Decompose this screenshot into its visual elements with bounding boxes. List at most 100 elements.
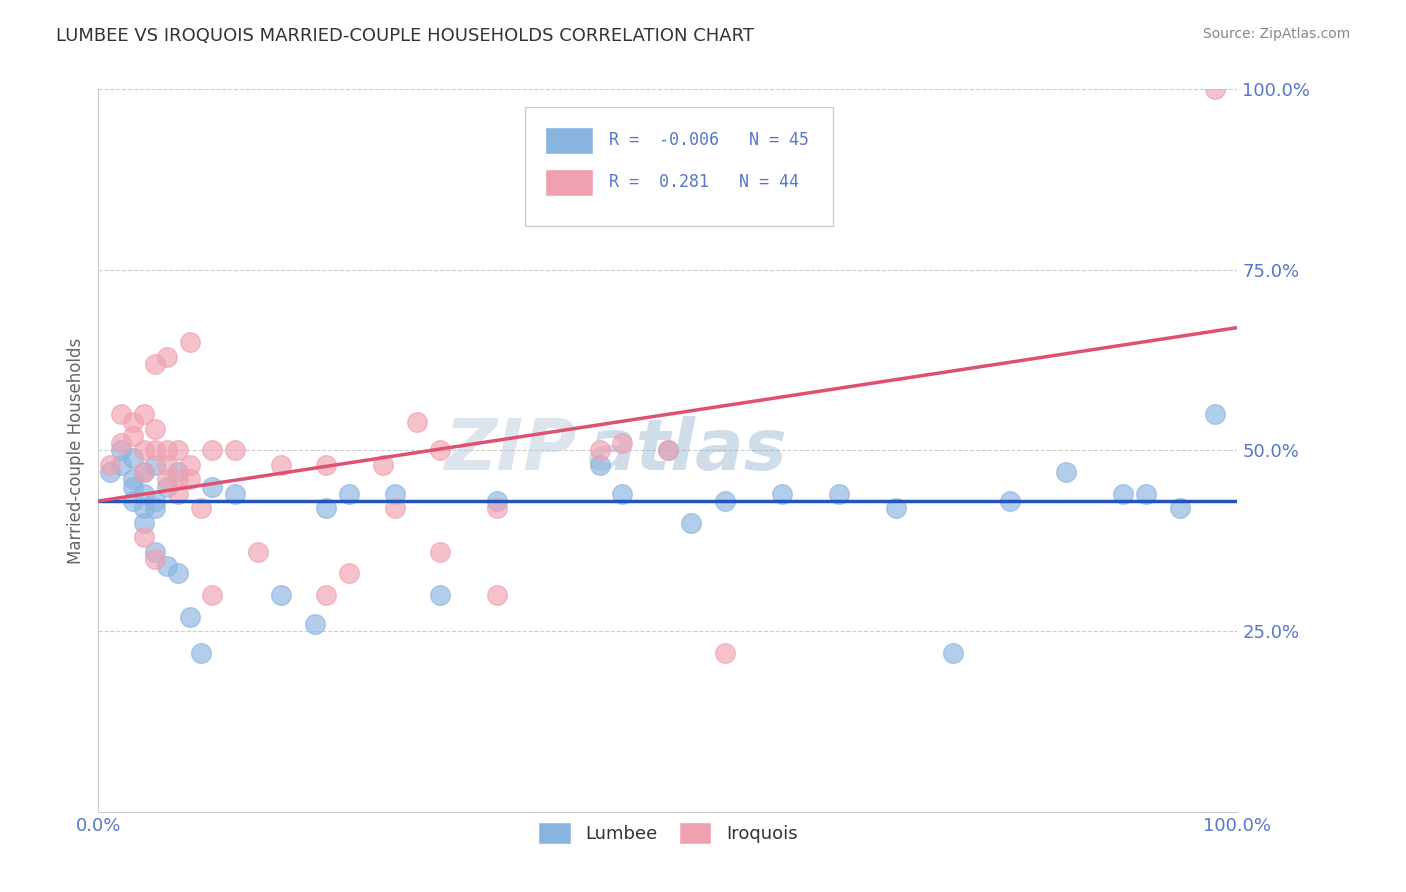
- Point: [145, 501, 167, 516]
- Bar: [546, 169, 593, 196]
- Point: [156, 472, 179, 486]
- Point: [588, 458, 610, 472]
- Point: [1135, 487, 1157, 501]
- Point: [1204, 407, 1226, 421]
- Point: [486, 501, 509, 516]
- Point: [429, 544, 451, 558]
- Point: [998, 494, 1021, 508]
- Legend: Lumbee, Iroquois: Lumbee, Iroquois: [529, 814, 807, 854]
- FancyBboxPatch shape: [526, 107, 832, 227]
- Point: [770, 487, 793, 501]
- Point: [270, 458, 292, 472]
- Point: [486, 494, 509, 508]
- Text: R =  0.281   N = 44: R = 0.281 N = 44: [609, 173, 799, 192]
- Point: [179, 334, 201, 349]
- Text: R =  -0.006   N = 45: R = -0.006 N = 45: [609, 131, 808, 150]
- Point: [679, 516, 702, 530]
- Text: atlas: atlas: [588, 416, 787, 485]
- Point: [121, 480, 143, 494]
- Point: [98, 458, 121, 472]
- Point: [270, 588, 292, 602]
- Point: [167, 465, 190, 479]
- Point: [145, 443, 167, 458]
- Text: LUMBEE VS IROQUOIS MARRIED-COUPLE HOUSEHOLDS CORRELATION CHART: LUMBEE VS IROQUOIS MARRIED-COUPLE HOUSEH…: [56, 27, 754, 45]
- Point: [942, 646, 965, 660]
- Point: [190, 646, 212, 660]
- Point: [145, 357, 167, 371]
- Point: [190, 501, 212, 516]
- Point: [167, 487, 190, 501]
- Point: [304, 616, 326, 631]
- Point: [167, 443, 190, 458]
- Point: [1112, 487, 1135, 501]
- Point: [110, 407, 132, 421]
- Point: [828, 487, 851, 501]
- Point: [657, 443, 679, 458]
- Point: [1054, 465, 1078, 479]
- Point: [588, 443, 610, 458]
- Point: [132, 487, 155, 501]
- Point: [406, 415, 429, 429]
- Point: [132, 465, 155, 479]
- Point: [132, 407, 155, 421]
- Point: [132, 443, 155, 458]
- Point: [98, 465, 121, 479]
- Point: [337, 566, 360, 581]
- Point: [884, 501, 907, 516]
- Point: [1170, 501, 1192, 516]
- Point: [612, 436, 634, 450]
- Point: [145, 551, 167, 566]
- Y-axis label: Married-couple Households: Married-couple Households: [66, 337, 84, 564]
- Point: [132, 501, 155, 516]
- Point: [315, 501, 337, 516]
- Point: [201, 443, 224, 458]
- Point: [337, 487, 360, 501]
- Point: [121, 415, 143, 429]
- Point: [657, 443, 679, 458]
- Point: [179, 609, 201, 624]
- Point: [246, 544, 269, 558]
- Point: [145, 458, 167, 472]
- Point: [612, 487, 634, 501]
- Text: Source: ZipAtlas.com: Source: ZipAtlas.com: [1202, 27, 1350, 41]
- Point: [224, 443, 246, 458]
- Point: [156, 480, 179, 494]
- Point: [132, 516, 155, 530]
- Point: [384, 501, 406, 516]
- Point: [714, 494, 737, 508]
- Point: [714, 646, 737, 660]
- Point: [145, 422, 167, 436]
- Point: [121, 472, 143, 486]
- Point: [110, 443, 132, 458]
- Point: [315, 458, 337, 472]
- Point: [1204, 82, 1226, 96]
- Text: ZIP: ZIP: [444, 416, 576, 485]
- Point: [156, 559, 179, 574]
- Point: [201, 588, 224, 602]
- Point: [384, 487, 406, 501]
- Point: [179, 458, 201, 472]
- Point: [315, 588, 337, 602]
- Point: [429, 443, 451, 458]
- Point: [121, 494, 143, 508]
- Point: [201, 480, 224, 494]
- Point: [110, 436, 132, 450]
- Point: [145, 544, 167, 558]
- Point: [121, 450, 143, 465]
- Point: [110, 458, 132, 472]
- Point: [179, 472, 201, 486]
- Point: [224, 487, 246, 501]
- Point: [156, 443, 179, 458]
- Point: [371, 458, 394, 472]
- Point: [145, 494, 167, 508]
- Point: [486, 588, 509, 602]
- Point: [132, 530, 155, 544]
- Point: [167, 472, 190, 486]
- Point: [429, 588, 451, 602]
- Point: [156, 458, 179, 472]
- Point: [121, 429, 143, 443]
- Point: [132, 465, 155, 479]
- Point: [156, 350, 179, 364]
- Point: [167, 566, 190, 581]
- Bar: [546, 127, 593, 154]
